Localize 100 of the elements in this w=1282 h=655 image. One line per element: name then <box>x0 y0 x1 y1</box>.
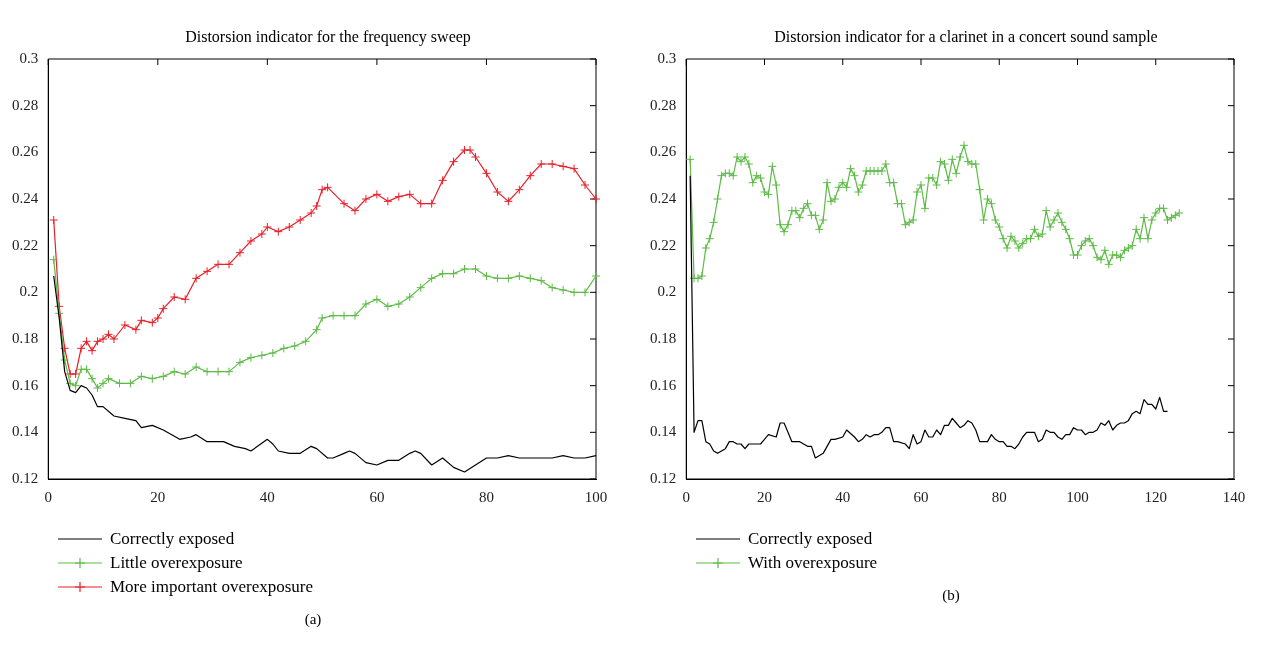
point <box>60 355 70 365</box>
text: (b) <box>941 587 961 604</box>
y-tick-label: 0.26 <box>12 143 39 160</box>
x-tick-label: 120 <box>1144 488 1167 505</box>
point <box>273 227 283 237</box>
point <box>339 311 349 321</box>
y-tick-label: 0.18 <box>12 329 39 346</box>
y-tick-label: 0.12 <box>650 469 677 486</box>
y-tick-label: 0.2 <box>657 283 677 300</box>
x-tick-label: 60 <box>369 488 385 505</box>
point <box>525 171 535 181</box>
point <box>49 215 59 225</box>
point <box>503 273 513 283</box>
point <box>93 383 103 393</box>
point <box>82 364 92 374</box>
point <box>290 341 300 351</box>
point <box>569 287 579 297</box>
point <box>136 371 146 381</box>
point <box>339 199 349 209</box>
y-tick-label: 0.28 <box>12 96 39 113</box>
point <box>224 259 234 269</box>
point <box>481 168 491 178</box>
point <box>279 343 289 353</box>
point <box>323 182 333 192</box>
point <box>169 367 179 377</box>
point <box>536 276 546 286</box>
point <box>49 255 59 265</box>
point <box>547 159 557 169</box>
point <box>202 367 212 377</box>
y-tick-label: 0.2 <box>19 283 39 300</box>
point <box>120 320 130 330</box>
point <box>71 369 81 379</box>
point <box>147 318 157 328</box>
point <box>295 215 305 225</box>
y-tick-label: 0.3 <box>19 49 39 66</box>
point <box>383 301 393 311</box>
point <box>158 304 168 314</box>
point <box>427 199 437 209</box>
point <box>246 353 256 363</box>
point <box>235 248 245 258</box>
point <box>235 357 245 367</box>
point <box>471 264 480 274</box>
point <box>569 164 579 174</box>
y-tick-label: 0.28 <box>650 96 677 113</box>
y-tick-label: 0.16 <box>650 376 677 393</box>
point <box>136 315 146 325</box>
point <box>460 264 470 274</box>
y-tick-label: 0.18 <box>650 329 677 346</box>
point <box>257 229 267 239</box>
point <box>180 294 190 304</box>
point <box>328 311 338 321</box>
point <box>591 194 601 204</box>
y-tick-label: 0.24 <box>12 189 39 206</box>
point <box>481 271 491 281</box>
point <box>87 374 97 384</box>
point <box>158 371 168 381</box>
point <box>114 378 124 388</box>
point <box>93 336 103 346</box>
y-tick-label: 0.14 <box>12 423 39 440</box>
point <box>591 271 601 281</box>
legend-label: With overexposure <box>748 552 878 574</box>
point <box>306 208 316 218</box>
point <box>465 145 475 155</box>
point <box>191 273 201 283</box>
point <box>246 236 256 246</box>
point <box>76 364 86 374</box>
point <box>312 325 322 335</box>
point <box>471 152 480 162</box>
legend-label: Correctly exposed <box>748 528 873 550</box>
legend-label: More important overexposure <box>110 576 313 598</box>
point <box>514 185 524 195</box>
point <box>438 269 448 279</box>
point <box>257 350 267 360</box>
point <box>405 292 415 302</box>
x-tick-label: 140 <box>1222 488 1246 505</box>
point <box>224 367 234 377</box>
point <box>361 299 371 309</box>
y-tick-label: 0.16 <box>12 376 39 393</box>
point <box>213 259 223 269</box>
point <box>503 196 513 206</box>
point <box>580 180 590 190</box>
point <box>350 206 360 216</box>
point <box>180 369 190 379</box>
point <box>449 157 459 167</box>
x-tick-label: 20 <box>757 488 772 505</box>
point <box>427 273 437 283</box>
point <box>87 346 97 356</box>
point <box>147 374 157 384</box>
y-tick-label: 0.22 <box>650 236 677 253</box>
x-tick-label: 0 <box>44 488 52 505</box>
x-tick-label: 0 <box>682 488 690 505</box>
point <box>169 292 179 302</box>
chart-title: Distorsion indicator for the frequency sweep <box>184 27 472 46</box>
y-tick-label: 0.12 <box>12 469 39 486</box>
x-tick-label: 100 <box>584 488 608 505</box>
point <box>580 287 590 297</box>
point <box>104 374 113 384</box>
point <box>547 283 557 293</box>
chart-title: Distorsion indicator for a clarinet in a concert sound sample <box>773 27 1159 46</box>
point <box>202 266 212 276</box>
